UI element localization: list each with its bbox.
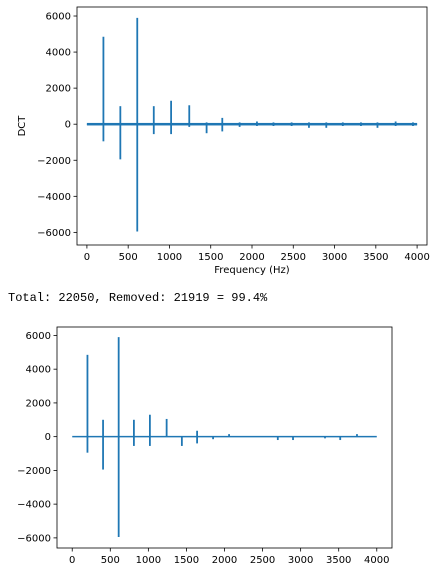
x-tick-label: 2500 bbox=[281, 252, 306, 263]
y-tick-label: −4000 bbox=[17, 500, 51, 511]
chart-2: 0 500 1000 1500 2000 2500 3000 3500 4000 6000 4000… bbox=[17, 326, 393, 566]
x-tick-label: 3500 bbox=[363, 252, 388, 263]
axes-frame bbox=[56, 326, 393, 549]
x-tick-label: 4000 bbox=[404, 252, 429, 263]
y-tick-label: −6000 bbox=[17, 533, 51, 544]
y-tick-label: −2000 bbox=[17, 466, 51, 477]
x-tick-label: 3000 bbox=[288, 555, 313, 566]
y-tick-label: 6000 bbox=[26, 331, 51, 342]
x-tick-label: 2500 bbox=[250, 555, 275, 566]
x-tick-label: 2000 bbox=[212, 555, 237, 566]
y-axis-label: DCT bbox=[17, 115, 28, 137]
y-tick-label: 2000 bbox=[26, 398, 51, 409]
y-tick-label: −6000 bbox=[37, 228, 71, 239]
output-text: Total: 22050, Removed: 21919 = 99.4% bbox=[8, 291, 268, 305]
x-tick-label: 0 bbox=[84, 252, 90, 263]
y-tick-label: −4000 bbox=[37, 192, 71, 203]
x-tick-label: 1500 bbox=[198, 252, 223, 263]
axes-frame bbox=[76, 6, 428, 246]
series-noise-band bbox=[86, 122, 418, 126]
x-axis-label: Frequency (Hz) bbox=[214, 265, 290, 276]
y-tick-label: 6000 bbox=[46, 12, 71, 23]
x-tick-label: 3500 bbox=[326, 555, 351, 566]
y-tick-label: 4000 bbox=[46, 48, 71, 59]
x-tick-label: 1000 bbox=[157, 252, 182, 263]
y-tick-label: −2000 bbox=[37, 156, 71, 167]
chart-1: 0 500 1000 1500 2000 2500 3000 3500 4000 6000 4000… bbox=[17, 6, 430, 276]
y-tick-label: 2000 bbox=[46, 84, 71, 95]
x-tick-label: 500 bbox=[101, 555, 120, 566]
x-tick-label: 1500 bbox=[174, 555, 199, 566]
y-tick-label: 0 bbox=[45, 432, 51, 443]
x-tick-label: 2000 bbox=[239, 252, 264, 263]
y-tick-label: 4000 bbox=[26, 365, 51, 376]
x-tick-label: 4000 bbox=[364, 555, 389, 566]
x-tick-label: 500 bbox=[119, 252, 138, 263]
x-tick-label: 0 bbox=[69, 555, 75, 566]
x-tick-label: 1000 bbox=[136, 555, 161, 566]
y-tick-label: 0 bbox=[65, 120, 71, 131]
x-tick-label: 3000 bbox=[322, 252, 347, 263]
